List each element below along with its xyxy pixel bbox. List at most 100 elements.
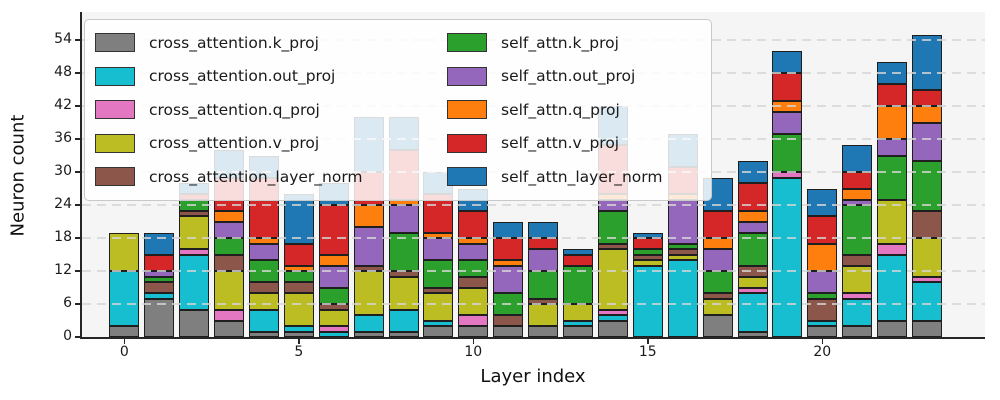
bar-segment-self_attn.v_proj <box>702 210 733 238</box>
bar-layer-21 <box>842 144 873 337</box>
bar-segment-self_attn.out_proj <box>458 243 489 260</box>
bar-segment-self_attn.k_proj <box>458 260 489 277</box>
x-tick-label-0: 0 <box>119 344 129 360</box>
bar-layer-18 <box>737 161 768 337</box>
bar-segment-cross_attention_layer_norm <box>248 282 279 293</box>
legend-swatch-self-attn-out-proj <box>447 66 487 86</box>
bar-segment-cross_attention.k_proj <box>807 326 838 337</box>
x-tick-mark <box>821 339 824 344</box>
bar-segment-self_attn_layer_norm <box>528 221 559 238</box>
bar-segment-cross_attention_layer_norm <box>842 254 873 266</box>
bar-segment-cross_attention.q_proj <box>458 315 489 326</box>
legend-item: cross_attention.k_proj <box>95 26 447 60</box>
y-tick-label-0: 0 <box>63 328 72 344</box>
bar-segment-self_attn_layer_norm <box>912 34 942 90</box>
bar-segment-cross_attention.v_proj <box>528 304 559 326</box>
bar-segment-cross_attention.out_proj <box>283 326 314 332</box>
bar-segment-self_attn.out_proj <box>318 265 349 288</box>
bar-segment-cross_attention.v_proj <box>632 260 663 266</box>
bar-segment-self_attn.out_proj <box>248 243 279 260</box>
gridline-y-18 <box>82 237 985 239</box>
bar-segment-self_attn.v_proj <box>493 238 524 260</box>
bar-segment-cross_attention.out_proj <box>318 331 349 337</box>
bar-segment-cross_attention.k_proj <box>353 331 384 337</box>
legend-label: cross_attention.q_proj <box>149 100 320 119</box>
bar-segment-cross_attention.out_proj <box>563 320 593 326</box>
gridline-y-12 <box>82 270 985 272</box>
legend-label: self_attn.out_proj <box>501 67 636 86</box>
bar-segment-self_attn.q_proj <box>842 188 873 200</box>
bar-segment-cross_attention.v_proj <box>283 293 314 326</box>
bar-segment-self_attn.v_proj <box>842 172 873 189</box>
bar-segment-self_attn_layer_norm <box>772 51 803 73</box>
bar-segment-cross_attention.out_proj <box>248 309 279 332</box>
bar-segment-cross_attention.out_proj <box>632 265 663 337</box>
bar-segment-cross_attention.k_proj <box>214 320 244 337</box>
bar-segment-self_attn.v_proj <box>632 238 663 249</box>
x-tick-label-15: 15 <box>638 344 657 360</box>
x-tick-label-10: 10 <box>464 344 483 360</box>
bar-segment-cross_attention.q_proj <box>737 287 768 293</box>
bar-segment-cross_attention.k_proj <box>493 326 524 337</box>
bar-segment-cross_attention.out_proj <box>667 260 698 337</box>
bar-segment-cross_attention_layer_norm <box>667 249 698 255</box>
bar-segment-self_attn.v_proj <box>528 238 559 249</box>
bar-layer-0 <box>109 232 140 337</box>
bar-segment-cross_attention.v_proj <box>353 271 384 315</box>
y-tick-label-18: 18 <box>54 229 72 245</box>
bar-segment-cross_attention.q_proj <box>179 249 210 255</box>
legend-swatch-cross-attention-layer-norm <box>95 167 135 187</box>
bar-layer-1 <box>144 232 175 337</box>
bar-layer-17 <box>702 177 733 337</box>
bar-segment-self_attn.k_proj <box>528 271 559 299</box>
bar-segment-cross_attention_layer_norm <box>493 315 524 326</box>
bar-segment-self_attn.out_proj <box>667 199 698 244</box>
bar-segment-cross_attention.k_proj <box>912 320 942 337</box>
bar-segment-cross_attention.v_proj <box>248 293 279 310</box>
bar-segment-self_attn.q_proj <box>318 254 349 266</box>
bar-segment-self_attn.v_proj <box>283 243 314 266</box>
legend-label: self_attn_layer_norm <box>501 167 663 186</box>
bar-segment-cross_attention.v_proj <box>423 293 454 321</box>
x-axis-label: Layer index <box>480 366 586 387</box>
gridline-y-6 <box>82 303 985 305</box>
y-tick-mark <box>75 138 81 140</box>
bar-layer-13 <box>563 249 593 337</box>
legend-item: cross_attention_layer_norm <box>95 160 447 194</box>
bar-segment-cross_attention_layer_norm <box>702 293 733 299</box>
x-tick-mark <box>472 339 475 344</box>
bar-segment-cross_attention.q_proj <box>214 309 244 321</box>
bar-segment-self_attn.k_proj <box>283 271 314 282</box>
bar-segment-self_attn.k_proj <box>912 161 942 211</box>
legend-item: self_attn.v_proj <box>447 127 701 161</box>
legend-label: cross_attention.out_proj <box>149 67 336 86</box>
legend-item: self_attn.q_proj <box>447 93 701 127</box>
bar-segment-self_attn.v_proj <box>458 210 489 238</box>
bar-segment-self_attn.q_proj <box>353 205 384 227</box>
legend-label: cross_attention_layer_norm <box>149 167 363 186</box>
bar-segment-cross_attention.k_proj <box>283 331 314 337</box>
bar-segment-self_attn.k_proj <box>807 293 838 299</box>
bar-segment-cross_attention.v_proj <box>318 309 349 326</box>
bar-segment-self_attn.k_proj <box>667 243 698 249</box>
bar-segment-self_attn.out_proj <box>388 205 419 233</box>
bar-segment-self_attn.out_proj <box>877 139 908 156</box>
y-tick-label-36: 36 <box>54 130 72 146</box>
bar-layer-23 <box>912 34 942 337</box>
bar-segment-cross_attention.out_proj <box>807 320 838 326</box>
y-tick-mark <box>75 72 81 74</box>
bar-segment-self_attn_layer_norm <box>842 144 873 172</box>
bar-segment-cross_attention.v_proj <box>702 298 733 315</box>
bar-segment-cross_attention.k_proj <box>702 315 733 337</box>
bar-segment-self_attn.out_proj <box>214 221 244 238</box>
legend-swatch-cross-attention-k-proj <box>95 33 135 53</box>
bar-segment-cross_attention_layer_norm <box>632 254 663 260</box>
bar-segment-cross_attention.q_proj <box>877 243 908 255</box>
bar-segment-self_attn.v_proj <box>144 254 175 271</box>
legend-swatch-cross-attention-v-proj <box>95 133 135 153</box>
bar-segment-cross_attention.k_proj <box>458 326 489 337</box>
bar-segment-cross_attention.v_proj <box>563 304 593 321</box>
bar-segment-self_attn.k_proj <box>877 155 908 200</box>
legend-swatch-self-attn-layer-norm <box>447 167 487 187</box>
y-tick-mark <box>75 303 81 305</box>
